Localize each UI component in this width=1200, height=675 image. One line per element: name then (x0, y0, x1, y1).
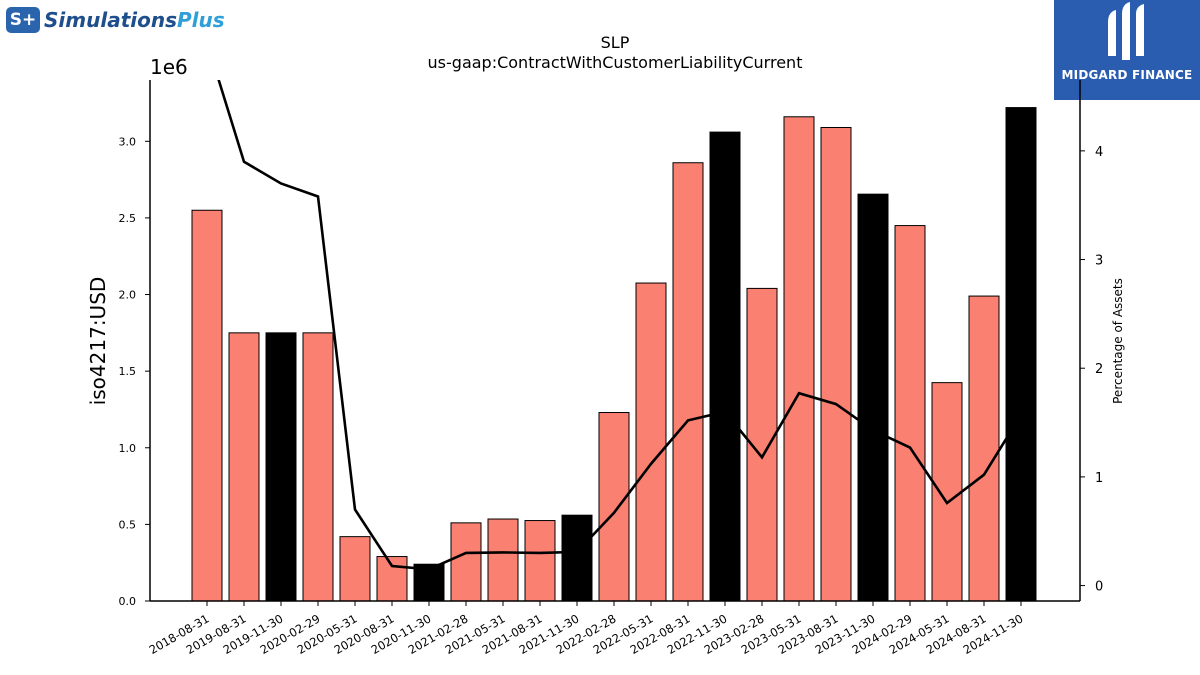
simulations-plus-logo-text: SimulationsPlus (44, 8, 225, 32)
bar-2024-05-31 (931, 382, 963, 602)
bar-2021-02-28 (450, 522, 482, 602)
logo-name-accent: Plus (177, 8, 225, 32)
y-right-tick-label-2: 2 (1095, 362, 1103, 377)
bar-2020-02-29 (302, 332, 334, 602)
bar-2022-02-28 (598, 412, 630, 602)
bar-2021-11-30 (561, 514, 593, 602)
y-tick-label-2.5: 2.5 (119, 212, 137, 225)
simulations-plus-logo: S+ SimulationsPlus (6, 6, 225, 34)
bar-2021-08-31 (524, 520, 556, 602)
bar-2024-02-29 (894, 225, 926, 602)
y-right-tick-label-4: 4 (1095, 145, 1103, 160)
y-right-tick-label-0: 0 (1095, 580, 1103, 595)
y-axis-label: iso4217:USD (86, 277, 110, 406)
bar-2020-05-31 (339, 536, 371, 602)
logo-name: Simulations (44, 8, 177, 32)
chart-subtitle: us-gaap:ContractWithCustomerLiabilityCur… (428, 53, 803, 72)
chart-title: SLP (601, 33, 630, 52)
bar-2020-08-31 (376, 556, 408, 602)
bar-2019-11-30 (265, 332, 297, 602)
bar-2022-05-31 (635, 282, 667, 602)
bar-2018-08-31 (191, 209, 223, 602)
bar-2022-08-31 (672, 162, 704, 602)
y-tick-label-1.5: 1.5 (119, 365, 137, 378)
percentage-of-assets-line (217, 80, 1023, 571)
bars-group (191, 107, 1037, 602)
y-tick-label-0.0: 0.0 (119, 595, 137, 608)
bar-2019-08-31 (228, 332, 260, 602)
midgard-logo-text: MIDGARD FINANCE (1061, 68, 1193, 82)
bar-2023-11-30 (857, 193, 889, 602)
y-axis-multiplier: 1e6 (150, 55, 188, 79)
y-tick-label-2.0: 2.0 (119, 289, 137, 302)
bar-2023-05-31 (783, 116, 815, 602)
simulations-plus-logo-mark: S+ (6, 7, 40, 33)
bar-2024-08-31 (968, 295, 1000, 602)
bar-2021-05-31 (487, 518, 519, 602)
midgard-logo-icon (1108, 2, 1144, 60)
y-tick-label-1.0: 1.0 (119, 442, 137, 455)
bar-2022-11-30 (709, 131, 741, 602)
y-axis-right-label: Percentage of Assets (1111, 278, 1125, 404)
y-right-tick-label-3: 3 (1095, 254, 1103, 269)
y-tick-label-0.5: 0.5 (119, 518, 137, 531)
y-tick-label-3.0: 3.0 (119, 135, 137, 148)
bar-2024-11-30 (1005, 107, 1037, 602)
midgard-finance-logo: MIDGARD FINANCE (1054, 0, 1200, 100)
y-right-tick-label-1: 1 (1095, 471, 1103, 486)
bar-2023-08-31 (820, 127, 852, 602)
